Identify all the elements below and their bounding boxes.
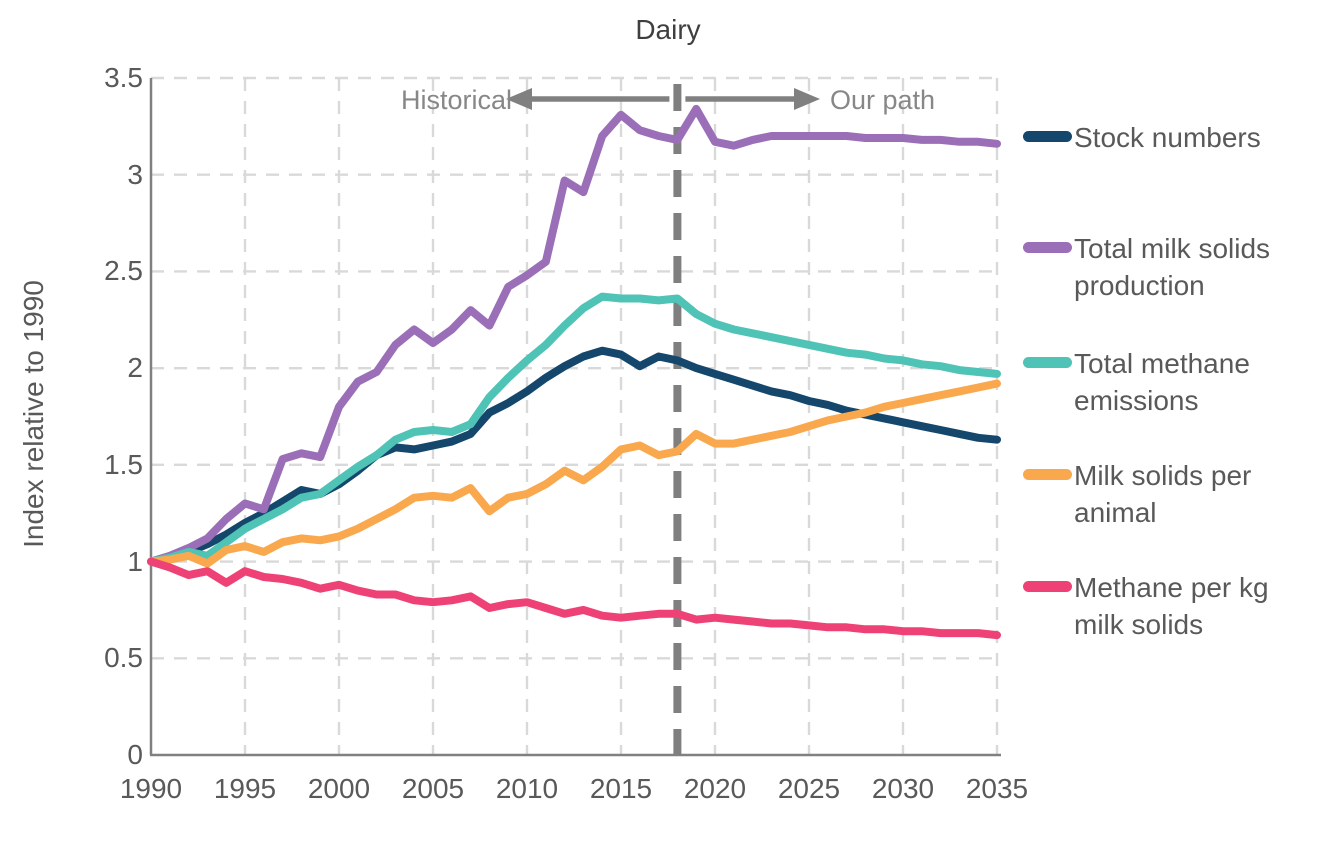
our-path-arrow-head bbox=[794, 88, 820, 110]
chart-title: Dairy bbox=[635, 14, 701, 45]
legend-label: Milk solids per animal bbox=[1074, 460, 1252, 528]
legend-swatch-methane-per-kg-milk-solids bbox=[1023, 581, 1072, 592]
legend-label: Total milk solids production bbox=[1074, 233, 1271, 301]
legend-swatch-stock-numbers bbox=[1023, 131, 1072, 142]
y-tick-label: 0 bbox=[127, 739, 143, 770]
legend-swatch-total-methane-emissions bbox=[1023, 357, 1072, 368]
y-tick-label: 3 bbox=[127, 158, 143, 190]
x-tick-label: 2035 bbox=[965, 773, 1029, 804]
series-line-total-methane-emissions bbox=[147, 292, 1001, 566]
y-tick-label: 1 bbox=[127, 545, 143, 577]
y-tick-label: 0.5 bbox=[104, 642, 143, 674]
series-line-milk-solids-per-animal bbox=[147, 379, 1001, 568]
x-tick-label: 2015 bbox=[589, 773, 653, 804]
historical-arrow-head bbox=[506, 88, 532, 110]
our-path-label: Our path bbox=[830, 85, 936, 115]
plot-area bbox=[147, 76, 1001, 757]
series-line-methane-per-kg-milk-solids bbox=[147, 557, 1001, 640]
x-tick-label: 2030 bbox=[871, 773, 935, 804]
x-tick-label: 2020 bbox=[683, 773, 747, 804]
legend-label: Stock numbers bbox=[1074, 122, 1261, 153]
series-line-total-milk-solids-production bbox=[147, 104, 1001, 566]
legend-swatch-total-milk-solids-production bbox=[1023, 242, 1072, 253]
y-tick-label: 2.5 bbox=[104, 255, 143, 287]
x-tick-label: 2010 bbox=[495, 773, 559, 804]
series-line-stock-numbers bbox=[147, 346, 1001, 566]
x-tick-label: 1995 bbox=[213, 773, 277, 804]
legend-label: Total methane emissions bbox=[1074, 348, 1250, 416]
x-tick-label: 2000 bbox=[307, 773, 371, 804]
y-tick-label: 1.5 bbox=[104, 448, 143, 480]
x-tick-label: 2025 bbox=[777, 773, 841, 804]
y-tick-label: 2 bbox=[127, 352, 143, 384]
legend-label: Methane per kg milk solids bbox=[1074, 572, 1269, 640]
x-tick-label: 1990 bbox=[119, 773, 183, 804]
x-tick-label: 2005 bbox=[401, 773, 465, 804]
historical-label: Historical bbox=[400, 85, 512, 115]
y-tick-label: 3.5 bbox=[104, 62, 143, 93]
legend-swatch-milk-solids-per-animal bbox=[1023, 469, 1072, 480]
